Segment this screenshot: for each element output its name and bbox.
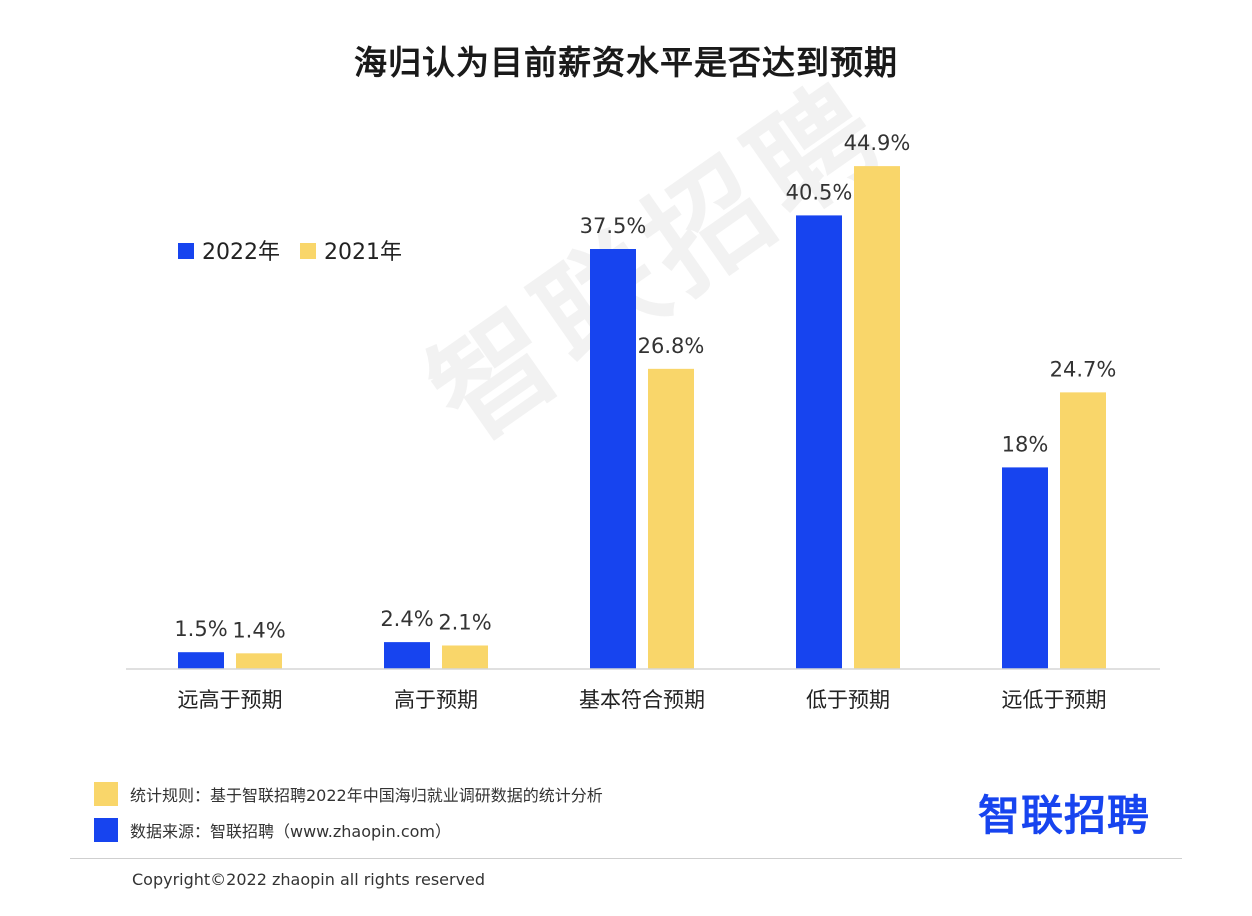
legend-swatch-s2022	[178, 243, 194, 259]
category-label-2: 基本符合预期	[579, 688, 705, 712]
bar-s2022-0	[178, 652, 224, 669]
category-labels: 远高于预期 高于预期 基本符合预期 低于预期 远低于预期	[178, 688, 1107, 712]
note-rule-row: 统计规则：基于智联招聘2022年中国海归就业调研数据的统计分析	[94, 782, 603, 806]
data-label-s2022-2: 37.5%	[580, 214, 647, 238]
data-label-s2022-4: 18%	[1002, 432, 1049, 456]
note-rule-text: 统计规则：基于智联招聘2022年中国海归就业调研数据的统计分析	[130, 786, 603, 805]
note-source-row: 数据来源：智联招聘（www.zhaopin.com）	[94, 818, 451, 842]
data-label-s2022-1: 2.4%	[380, 607, 433, 631]
bar-s2021-0	[236, 653, 282, 669]
note-swatch-yellow	[94, 782, 118, 806]
bar-s2022-1	[384, 642, 430, 669]
data-label-s2021-0: 1.4%	[232, 618, 285, 642]
bar-s2021-4	[1060, 392, 1106, 669]
note-source-text: 数据来源：智联招聘（www.zhaopin.com）	[130, 822, 452, 841]
category-label-4: 远低于预期	[1002, 688, 1107, 712]
bar-s2021-2	[648, 368, 694, 669]
category-label-3: 低于预期	[806, 688, 890, 712]
footer-divider	[70, 858, 1182, 859]
data-label-s2021-3: 44.9%	[844, 131, 911, 155]
chart-title: 海归认为目前薪资水平是否达到预期	[354, 43, 898, 82]
legend-label-s2022: 2022年	[202, 240, 280, 265]
category-label-1: 高于预期	[394, 688, 478, 712]
legend-label-s2021: 2021年	[324, 240, 402, 265]
data-label-s2022-3: 40.5%	[786, 180, 853, 204]
data-label-s2021-2: 26.8%	[638, 334, 705, 358]
data-label-s2022-0: 1.5%	[174, 617, 227, 641]
brand-logo: 智联招聘	[978, 791, 1151, 840]
copyright-text: Copyright©2022 zhaopin all rights reserv…	[132, 870, 486, 889]
bar-s2021-3	[854, 166, 900, 669]
data-label-s2021-4: 24.7%	[1050, 357, 1117, 381]
bar-s2022-2	[590, 249, 636, 669]
bar-s2022-3	[796, 215, 842, 669]
bar-chart: 2022年 2021年 1.5% 1.4% 2.4% 2.1% 37.5% 26.8% 40.…	[126, 131, 1160, 712]
bar-s2022-4	[1002, 467, 1048, 669]
chart-legend: 2022年 2021年	[178, 240, 402, 265]
bar-group: 1.5% 1.4% 2.4% 2.1% 37.5% 26.8% 40.5% 44.9% 18% 2…	[174, 131, 1116, 669]
category-label-0: 远高于预期	[178, 688, 283, 712]
legend-swatch-s2021	[300, 243, 316, 259]
data-label-s2021-1: 2.1%	[438, 610, 491, 634]
bar-s2021-1	[442, 645, 488, 669]
note-swatch-blue	[94, 818, 118, 842]
